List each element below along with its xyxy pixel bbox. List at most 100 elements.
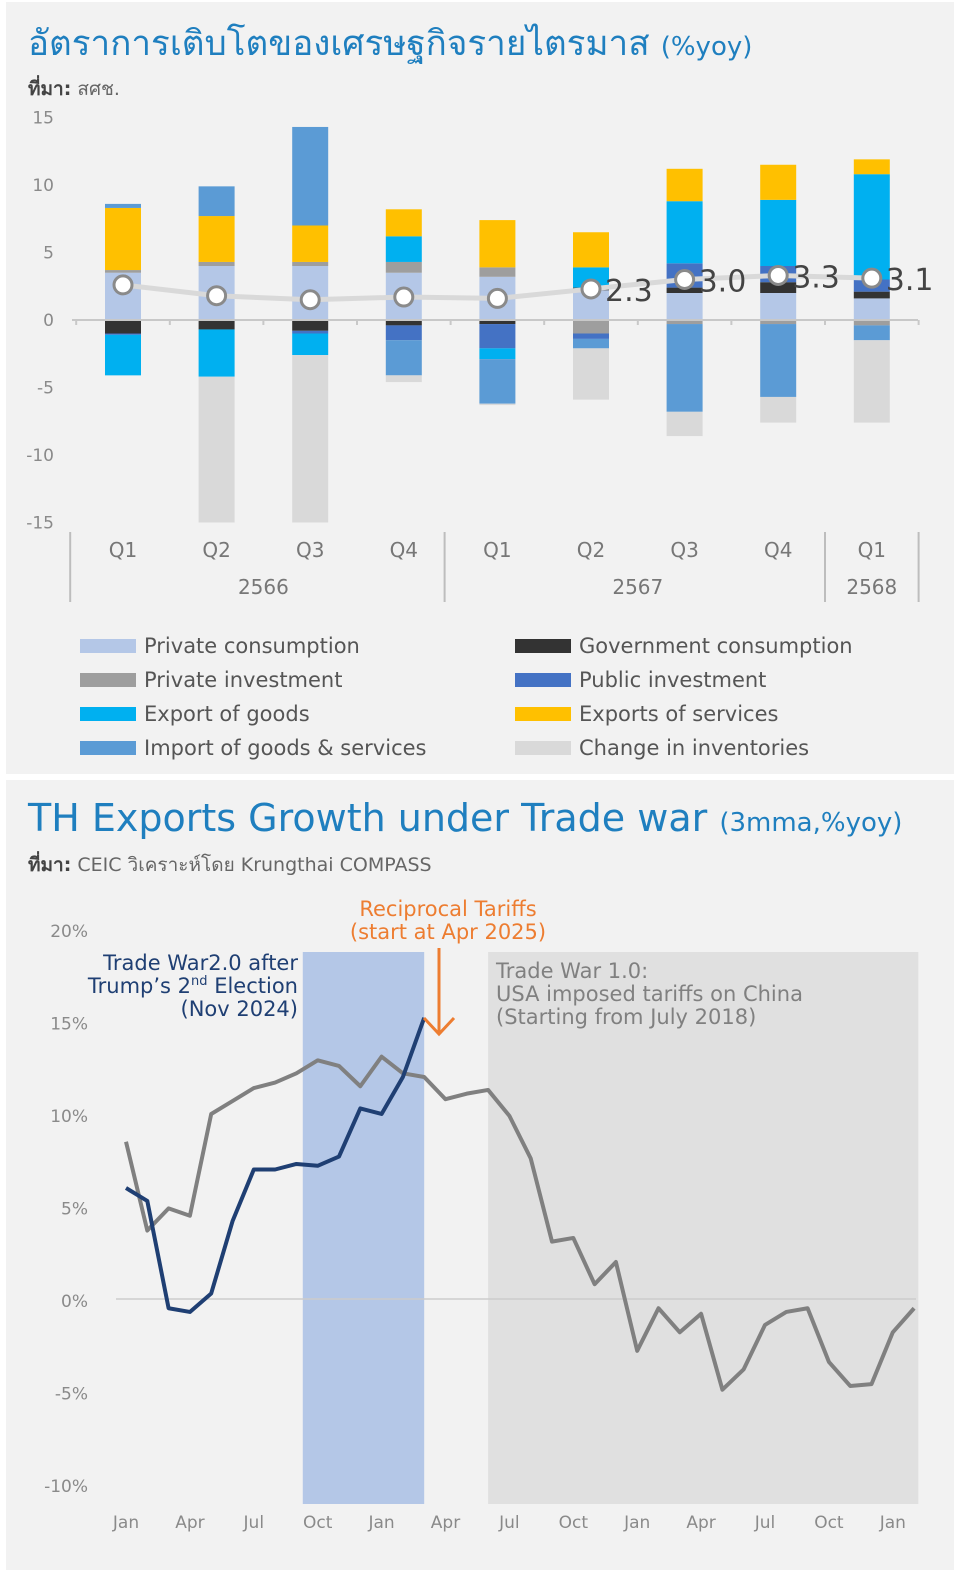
x-tick-label: Jul [754,1513,776,1533]
bar-segment-6 [666,168,703,202]
gdp-growth-point [299,289,321,311]
x-tick-label: Oct [303,1513,333,1533]
bar-segment-3 [479,267,516,277]
x-category-label: Q1 [483,538,511,562]
legend-label: Private consumption [144,634,360,658]
exports-chart-source: ที่มา: CEIC วิเคราะห์โดย Krungthai COMPA… [28,854,432,876]
x-year-label: 2567 [612,575,663,599]
x-category-label: Q1 [109,538,137,562]
gdp-growth-label: 3.3 [792,260,840,295]
legend-swatch [80,707,136,721]
legend-item: Public investment [515,666,940,694]
x-tick-label: Jan [112,1513,139,1533]
bar-segment-8 [198,376,235,523]
gdp-chart-unit: (%yoy) [660,32,753,62]
x-year-label: 2566 [238,575,289,599]
bar-segment-7 [292,126,329,226]
shaded-region-trade-war-1 [488,952,919,1504]
bar-segment-3 [573,320,609,334]
x-tick-label: Apr [431,1513,460,1533]
bar-segment-3 [666,320,703,325]
y-tick-label: 10 [32,176,54,196]
bar-segment-8 [292,355,329,523]
legend-label: Change in inventories [579,736,810,760]
legend-item: Exports of services [515,700,940,728]
bar-segment-4 [385,325,422,341]
trade-war-2-line [124,1017,427,1314]
bar-segment-8 [666,411,703,437]
bar-segment-4 [479,324,516,349]
bar-segment-7 [198,186,235,217]
bar-segment-7 [105,203,141,208]
bar-segment-7 [853,325,890,341]
bar-segment-4 [573,333,609,339]
x-category-label: Q3 [296,538,324,562]
trade-war-1-annotation: (Starting from July 2018) [496,1005,756,1029]
exports-growth-chart: 20% 15% 10% 5% 0% -5% -10% Jan Apr Jul Oct Jan Apr Ju… [44,897,919,1533]
legend-label: Public investment [579,668,767,692]
exports-growth-panel: TH Exports Growth under Trade war (3mma,… [6,780,954,1570]
legend-label: Exports of services [579,702,779,726]
gdp-contribution-chart: 15 10 5 0 -5 -10 -15 2.3 3.0 3.3 3.1 Q1 Q2 Q3 Q4 Q1 Q2 Q3… [26,109,934,602]
bar-segment-2 [105,320,141,334]
annotation-line: Trump’s 2nd Election [87,974,298,998]
bar-segment-7 [479,359,516,404]
y-tick-label: -5% [55,1385,88,1405]
trade-war-1-line [124,1054,916,1392]
legend-label: Export of goods [144,702,310,726]
bar-segment-8 [853,340,890,423]
legend-swatch [80,639,136,653]
gdp-growth-label: 2.3 [605,274,653,309]
legend-label: Private investment [144,668,343,692]
y-tick-label: 0% [61,1292,88,1312]
legend-item: Private consumption [80,632,515,660]
legend-swatch [80,741,136,755]
legend-label: Government consumption [579,634,853,658]
bar-segment-5 [573,267,609,288]
x-tick-label: Jul [498,1513,520,1533]
gdp-growth-point [206,285,228,307]
gdp-growth-point [674,269,696,290]
gdp-growth-point [580,278,602,300]
x-tick-label: Jan [367,1513,394,1533]
bar-segment-3 [198,261,235,266]
bar-segment-6 [198,216,235,262]
bar-segment-5 [105,334,141,376]
legend-swatch [515,741,571,755]
annotation-line: Trade War2.0 after [102,951,298,975]
y-tick-label: 0 [43,311,54,331]
reciprocal-tariffs-annotation: (start at Apr 2025) [350,920,546,944]
bar-segment-8 [385,375,422,383]
y-tick-label: -10 [26,446,54,466]
bar-segment-5 [760,199,797,266]
x-tick-label: Apr [686,1513,715,1533]
bar-segment-2 [385,320,422,326]
bar-segment-7 [760,324,797,397]
gdp-growth-point [393,286,415,308]
x-tick-label: Apr [175,1513,204,1533]
x-tick-label: Jul [243,1513,265,1533]
bar-segment-4 [105,333,141,335]
bar-segment-8 [760,396,797,423]
bar-segment-1 [760,293,797,320]
legend-swatch [80,673,136,687]
x-category-label: Q3 [670,538,698,562]
bar-segment-6 [292,225,329,262]
y-tick-label: 5% [61,1200,88,1220]
reciprocal-tariffs-annotation: Reciprocal Tariffs [359,897,536,921]
gdp-growth-point [112,274,134,296]
x-tick-label: Oct [814,1513,844,1533]
legend-label: Import of goods & services [144,736,427,760]
x-tick-label: Jan [879,1513,906,1533]
gdp-growth-label: 3.0 [699,265,747,300]
bar-segment-2 [666,287,703,293]
y-tick-label: -10% [44,1477,88,1497]
gdp-growth-point [861,267,883,289]
bar-segment-5 [385,236,422,262]
x-category-label: Q4 [390,538,418,562]
legend-item: Change in inventories [515,734,940,762]
bar-segment-7 [666,324,703,412]
bar-segment-5 [853,174,890,280]
bar-segment-6 [853,159,890,175]
